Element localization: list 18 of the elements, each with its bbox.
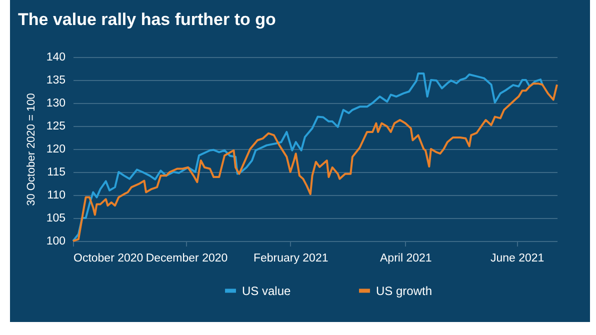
x-tick-label: April 2021 [380, 252, 432, 264]
y-tick-label: 120 [46, 144, 66, 156]
chart-title: The value rally has further to go [18, 10, 276, 29]
x-tick-label: October 2020 [74, 252, 144, 264]
y-tick-label: 140 [46, 52, 66, 64]
x-tick-label: December 2020 [146, 252, 228, 264]
y-tick-label: 100 [46, 236, 66, 248]
legend-label: US growth [376, 284, 432, 298]
y-tick-label: 115 [47, 166, 66, 178]
y-tick-label: 135 [46, 74, 66, 86]
x-tick-label: February 2021 [253, 252, 328, 264]
y-axis-title: 30 October 2020 = 100 [25, 93, 38, 206]
x-tick-label: June 2021 [490, 252, 544, 264]
y-tick-label: 125 [46, 120, 66, 132]
y-tick-label: 105 [46, 212, 66, 224]
y-tick-label: 130 [46, 98, 66, 110]
y-tick-label: 110 [47, 190, 66, 202]
legend-label: US value [242, 284, 292, 298]
